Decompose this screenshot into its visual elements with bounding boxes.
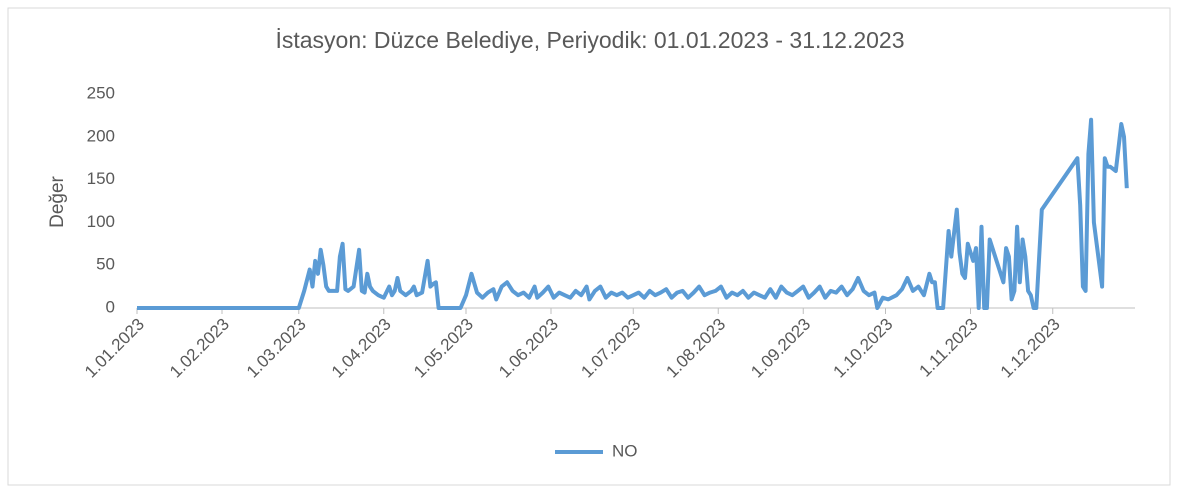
data-line [137, 117, 1129, 310]
chart-frame [7, 7, 1171, 486]
y-tick-label: 0 [106, 297, 115, 316]
y-axis-label: Değer [47, 175, 68, 227]
legend-label: NO [612, 441, 638, 460]
y-tick-label: 150 [87, 169, 115, 188]
y-tick-label: 50 [96, 255, 115, 274]
y-tick-label: 250 [87, 83, 115, 102]
y-tick-label: 100 [87, 212, 115, 231]
chart-title: İstasyon: Düzce Belediye, Periyodik: 01.… [275, 27, 904, 53]
y-tick-label: 200 [87, 126, 115, 145]
